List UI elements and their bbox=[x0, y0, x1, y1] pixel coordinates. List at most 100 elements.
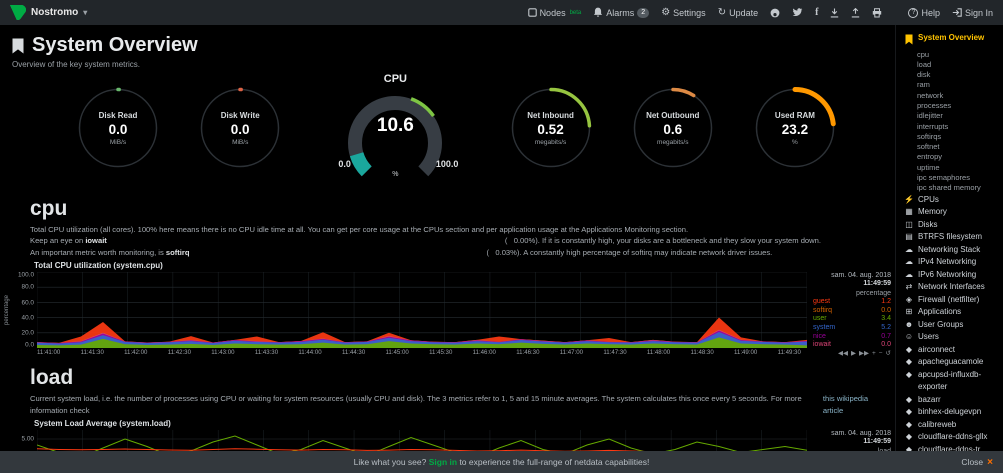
sidebar-item-ipc-shared-memory[interactable]: ipc shared memory bbox=[904, 183, 1000, 193]
y-axis-ticks: 5.004.003.00 bbox=[13, 430, 37, 451]
sidebar-item-btrfs-filesystem[interactable]: ▤ BTRFS filesystem bbox=[904, 231, 1000, 244]
gauge-net-inbound[interactable]: Net Inbound 0.52 megabits/s bbox=[509, 86, 593, 170]
gauge-disk-write[interactable]: Disk Write 0.0 MiB/s bbox=[198, 86, 282, 170]
sidebar-item-ipv6-networking[interactable]: ☁ IPv6 Networking bbox=[904, 269, 1000, 282]
play-icon[interactable]: ▶ bbox=[850, 350, 856, 358]
sidebar-item-users[interactable]: ☺ Users bbox=[904, 331, 1000, 344]
backward-icon[interactable]: ◀◀ bbox=[837, 350, 848, 358]
users-icon: ☻ bbox=[904, 319, 914, 329]
sidebar-item-ipv4-networking[interactable]: ☁ IPv4 Networking bbox=[904, 256, 1000, 269]
x-tick-label: 11:41:30 bbox=[80, 349, 104, 357]
sidebar-item-network-interfaces[interactable]: ⇄ Network Interfaces bbox=[904, 281, 1000, 294]
chart-title: System Load Average (system.load) bbox=[34, 418, 171, 428]
nodes-button[interactable]: Nodes beta bbox=[527, 7, 582, 18]
sidebar-item-label: calibreweb bbox=[918, 419, 957, 429]
sidebar-item-softirqs[interactable]: softirqs bbox=[904, 132, 1000, 142]
sidebar-item-disk[interactable]: disk bbox=[904, 70, 1000, 80]
sidebar-item-label: cloudflare-ddns-tr bbox=[918, 444, 981, 451]
sidebar-item-uptime[interactable]: uptime bbox=[904, 163, 1000, 173]
description-text: ( 0.03%). A constantly high percentage o… bbox=[486, 247, 773, 257]
sidebar-item-interrupts[interactable]: interrupts bbox=[904, 122, 1000, 132]
legend-item-nice[interactable]: nice 0.7 bbox=[813, 333, 891, 342]
zoom-out-icon[interactable]: − bbox=[878, 350, 883, 358]
sidebar-item-binhex-delugevpn[interactable]: ◆ binhex-delugevpn bbox=[904, 406, 1000, 419]
folder-icon: ▤ bbox=[905, 232, 913, 242]
sidebar-item-softnet[interactable]: softnet bbox=[904, 142, 1000, 152]
update-button[interactable]: ↻ Update bbox=[718, 7, 758, 18]
sidebar-item-system-overview[interactable]: System Overview bbox=[904, 32, 1000, 50]
bolt-icon: ⚡ bbox=[904, 194, 914, 204]
legend-series-name: softirq bbox=[813, 306, 833, 314]
description-text: An important metric worth monitoring, is bbox=[30, 247, 166, 257]
help-button[interactable]: ? Help bbox=[908, 7, 940, 18]
load-chart: System Load Average (system.load) 5.00 4.… bbox=[4, 419, 891, 451]
sidebar-item-ram[interactable]: ram bbox=[904, 80, 1000, 90]
legend-item-guest[interactable]: guest 1.2 bbox=[813, 298, 891, 307]
legend-item-system[interactable]: system 5.2 bbox=[813, 324, 891, 333]
nodes-beta-badge: beta bbox=[569, 9, 582, 16]
gauge-used-ram[interactable]: Used RAM 23.2% bbox=[753, 86, 837, 170]
gauge-value: 0.0 bbox=[230, 121, 250, 137]
sidebar-item-bazarr[interactable]: ◆ bazarr bbox=[904, 394, 1000, 407]
y-tick-label: 20.0 bbox=[21, 329, 34, 337]
signin-button[interactable]: Sign In bbox=[952, 8, 993, 18]
gauge-cpu-gauge[interactable]: CPU 10.6 0.0 100.0% bbox=[320, 73, 470, 183]
sidebar-item-label: disk bbox=[917, 70, 931, 80]
gauge-disk-read[interactable]: Disk Read 0.0 MiB/s bbox=[76, 86, 160, 170]
sidebar-item-networking-stack[interactable]: ☁ Networking Stack bbox=[904, 244, 1000, 257]
legend-item-softirq[interactable]: softirq 0.0 bbox=[813, 307, 891, 316]
reset-icon[interactable]: ↺ bbox=[885, 350, 891, 358]
sidebar-menu: System Overview cpu load disk ram network proc… bbox=[904, 32, 1000, 451]
legend-item-user[interactable]: user 3.4 bbox=[813, 315, 891, 324]
sidebar-item-processes[interactable]: processes bbox=[904, 101, 1000, 111]
x-axis-ticks: 11:41:00 11:41:30 11:42:00 11:42:30 11:43:00… bbox=[37, 349, 801, 358]
forward-icon[interactable]: ▶▶ bbox=[858, 350, 869, 358]
sidebar-item-user-groups[interactable]: ☻ User Groups bbox=[904, 319, 1000, 332]
load-chart-plot[interactable] bbox=[37, 430, 807, 451]
sidebar-item-apcupsd-influxdb-exporter[interactable]: ◆ apcupsd-influxdb-exporter bbox=[904, 369, 1000, 394]
sidebar-item-memory[interactable]: ▦ Memory bbox=[904, 206, 1000, 219]
sidebar-item-idlejitter[interactable]: idlejitter bbox=[904, 111, 1000, 121]
sidebar-item-label: Network Interfaces bbox=[918, 282, 985, 292]
settings-button[interactable]: ⚙ Settings bbox=[661, 7, 706, 18]
sidebar-item-cpus[interactable]: ⚡ CPUs bbox=[904, 194, 1000, 207]
agent-selector[interactable]: Nostromo ▾ bbox=[10, 5, 87, 20]
sidebar-item-ipc-semaphores[interactable]: ipc semaphores bbox=[904, 173, 1000, 183]
sidebar-item-load[interactable]: load bbox=[904, 60, 1000, 70]
sidebar-item-cloudflare-ddns-tr[interactable]: ◆ cloudflare-ddns-tr bbox=[904, 444, 1000, 451]
import-button[interactable] bbox=[830, 8, 839, 18]
cpu-chart-legend: sam. 04. aug. 2018 11:49:59 percentage g… bbox=[807, 272, 891, 348]
legend-item-iowait[interactable]: iowait 0.0 bbox=[813, 341, 891, 348]
sidebar-item-airconnect[interactable]: ◆ airconnect bbox=[904, 344, 1000, 357]
load-description: Current system load, i.e. the number of … bbox=[30, 393, 887, 416]
apps-icon: ⊞ bbox=[905, 307, 913, 317]
sidebar-item-firewall-netfilter[interactable]: ◈ Firewall (netfilter) bbox=[904, 294, 1000, 307]
sidebar-item-cloudflare-ddns-gllx[interactable]: ◆ cloudflare-ddns-gllx bbox=[904, 431, 1000, 444]
pie-text: Disk Read 0.0 MiB/s bbox=[76, 86, 160, 170]
github-button[interactable] bbox=[770, 8, 780, 18]
github-icon bbox=[770, 8, 780, 17]
sidebar-item-calibreweb[interactable]: ◆ calibreweb bbox=[904, 419, 1000, 432]
wikipedia-link[interactable]: this wikipedia article bbox=[822, 394, 871, 415]
footer-signin-link[interactable]: Sign in bbox=[428, 457, 458, 467]
sidebar-item-label: ipc semaphores bbox=[917, 173, 970, 183]
facebook-button[interactable]: f bbox=[815, 7, 818, 18]
print-button[interactable] bbox=[872, 7, 882, 18]
sidebar-item-applications[interactable]: ⊞ Applications bbox=[904, 306, 1000, 319]
sidebar-item-label: System Overview bbox=[918, 33, 985, 42]
sidebar-item-disks[interactable]: ◫ Disks bbox=[904, 219, 1000, 232]
sidebar-item-entropy[interactable]: entropy bbox=[904, 152, 1000, 162]
user-icon: ☺ bbox=[904, 332, 914, 342]
footer-close-button[interactable]: Close × bbox=[961, 457, 993, 468]
nodes-label: Nodes bbox=[539, 7, 566, 18]
gauge-net-outbound[interactable]: Net Outbound 0.6 megabits/s bbox=[631, 86, 715, 170]
export-button[interactable] bbox=[851, 7, 860, 18]
sidebar-item-network[interactable]: network bbox=[904, 91, 1000, 101]
description-text: ( 0.00%). If it is constantly high, your… bbox=[504, 236, 821, 246]
alarms-button[interactable]: Alarms 2 bbox=[593, 7, 650, 18]
zoom-in-icon[interactable]: + bbox=[871, 350, 876, 358]
cpu-chart-plot[interactable] bbox=[37, 272, 807, 349]
sidebar-item-apacheguacamole[interactable]: ◆ apacheguacamole bbox=[904, 356, 1000, 369]
sidebar-item-cpu[interactable]: cpu bbox=[904, 50, 1000, 60]
twitter-button[interactable] bbox=[792, 8, 803, 17]
